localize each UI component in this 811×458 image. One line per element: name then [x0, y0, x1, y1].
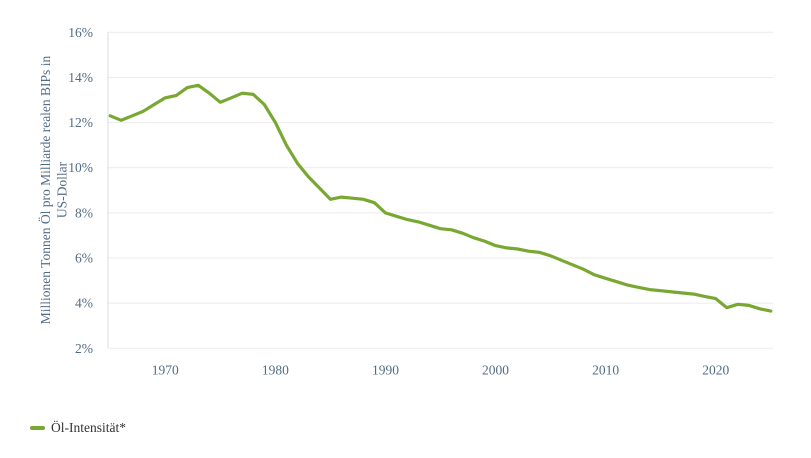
y-tick-2%: 2%: [75, 341, 93, 356]
y-tick-14%: 14%: [68, 70, 93, 85]
y-axis-title-line1: Millionen Tonnen Öl pro Milliarde realen…: [38, 56, 53, 325]
x-tick-1970: 1970: [152, 363, 179, 378]
legend: Öl-Intensität*: [30, 420, 126, 436]
x-tick-1980: 1980: [262, 363, 289, 378]
y-tick-16%: 16%: [68, 25, 93, 40]
x-tick-1990: 1990: [372, 363, 399, 378]
y-axis-tick-labels: 2% 4% 6% 8% 10% 12% 14% 16%: [68, 25, 93, 356]
x-axis-tick-labels: 1970 1980 1990 2000 2010 2020: [152, 363, 730, 378]
legend-label: Öl-Intensität*: [51, 420, 126, 435]
oil-intensity-line: [108, 83, 773, 313]
y-tick-8%: 8%: [75, 205, 93, 220]
y-tick-4%: 4%: [75, 296, 93, 311]
gridlines: [107, 31, 773, 349]
x-tick-2010: 2010: [592, 363, 619, 378]
y-tick-10%: 10%: [68, 160, 93, 175]
y-tick-12%: 12%: [68, 115, 93, 130]
x-tick-2020: 2020: [702, 363, 729, 378]
y-axis-title-line2: US-Dollar: [55, 161, 70, 218]
y-tick-6%: 6%: [75, 251, 93, 266]
x-tick-2000: 2000: [482, 363, 509, 378]
legend-line-swatch: [30, 426, 45, 430]
